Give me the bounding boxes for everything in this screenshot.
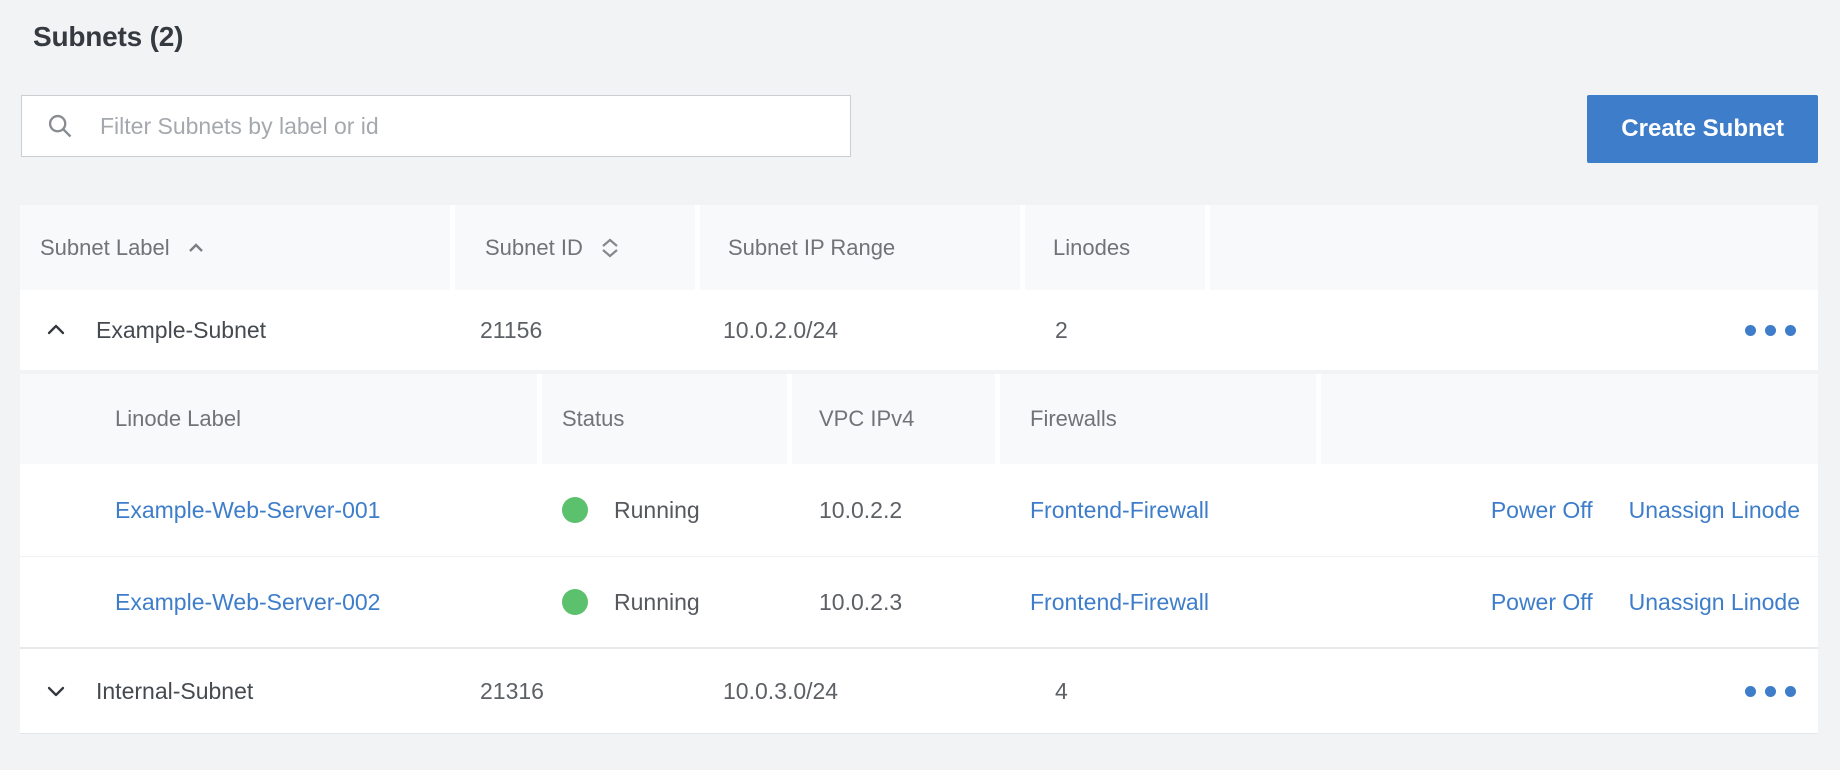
header-firewalls-text: Firewalls: [1030, 406, 1117, 431]
subnet-id-cell: 21316: [455, 649, 695, 733]
header-vpc-ipv4: VPC IPv4: [792, 374, 995, 464]
header-status: Status: [542, 374, 787, 464]
subnet-id-cell: 21156: [455, 290, 695, 370]
linode-vpc-ipv4-cell: 10.0.2.2: [819, 496, 903, 523]
linode-status-cell: Running: [542, 557, 787, 647]
subnet-linode-count-cell: 2: [1025, 290, 1205, 370]
header-subnet-ip-range-text: Subnet IP Range: [728, 234, 896, 260]
header-linode-label: Linode Label: [20, 374, 537, 464]
collapse-subnet-button[interactable]: [44, 318, 68, 342]
header-subnet-id-text: Subnet ID: [485, 234, 583, 260]
firewall-link[interactable]: Frontend-Firewall: [1030, 588, 1209, 615]
sort-ascending-icon: [188, 242, 203, 252]
ellipsis-dot: [1745, 685, 1756, 697]
status-text: Running: [614, 496, 700, 523]
unassign-linode-button[interactable]: Unassign Linode: [1628, 588, 1800, 615]
linode-status-cell: Running: [542, 464, 787, 556]
subnet-ip-range-cell: 10.0.3.0/24: [700, 649, 1020, 733]
subnet-label: Example-Subnet: [96, 316, 267, 343]
linode-label-link[interactable]: Example-Web-Server-002: [115, 588, 381, 615]
linode-firewall-cell: Frontend-Firewall: [1000, 464, 1316, 556]
subnets-table-header: Subnet Label Subnet ID Subnet IP Range L…: [20, 205, 1818, 290]
subnet-linode-count-cell: 4: [1025, 649, 1205, 733]
chevron-down-icon: [47, 686, 65, 697]
ellipsis-dot: [1765, 685, 1776, 697]
power-off-button[interactable]: Power Off: [1490, 496, 1593, 523]
subnet-actions-menu-button[interactable]: [1745, 682, 1796, 701]
header-subnet-label[interactable]: Subnet Label: [20, 205, 450, 290]
header-linodes-text: Linodes: [1053, 234, 1131, 260]
chevron-up-icon: [47, 324, 65, 335]
header-linodes: Linodes: [1025, 205, 1205, 290]
linode-actions-cell: Power Off Unassign Linode: [1321, 557, 1818, 647]
header-firewalls: Firewalls: [1000, 374, 1316, 464]
linode-vpc-ipv4-cell: 10.0.2.3: [819, 588, 903, 615]
linode-actions-cell: Power Off Unassign Linode: [1321, 464, 1818, 556]
subnet-actions-cell: [1210, 290, 1818, 370]
power-off-button[interactable]: Power Off: [1490, 588, 1593, 615]
linode-row-example-web-server-001: Example-Web-Server-001 Running 10.0.2.2 …: [20, 464, 1818, 556]
subnets-page: Subnets (2) Create Subnet Subnet Label S…: [0, 20, 1840, 770]
search-input[interactable]: [100, 96, 850, 156]
linode-label-cell: Example-Web-Server-001: [20, 464, 537, 556]
subnet-label-cell: Example-Subnet: [20, 290, 450, 370]
unassign-linode-button[interactable]: Unassign Linode: [1628, 496, 1800, 523]
subnet-actions-menu-button[interactable]: [1745, 321, 1796, 340]
search-icon: [48, 114, 72, 138]
status-running-icon: [562, 497, 588, 523]
firewall-link[interactable]: Frontend-Firewall: [1030, 496, 1209, 523]
linode-row-example-web-server-002: Example-Web-Server-002 Running 10.0.2.3 …: [20, 556, 1818, 648]
toolbar: Create Subnet: [21, 95, 1818, 163]
status-text: Running: [614, 588, 700, 615]
subnet-label: Internal-Subnet: [96, 677, 254, 704]
linode-firewall-cell: Frontend-Firewall: [1000, 557, 1316, 647]
search-box[interactable]: [21, 95, 851, 157]
ellipsis-dot: [1745, 324, 1756, 336]
header-subnet-label-text: Subnet Label: [40, 234, 170, 260]
ellipsis-dot: [1765, 324, 1776, 336]
page-title: Subnets (2): [33, 21, 184, 52]
header-linode-label-text: Linode Label: [115, 406, 242, 431]
subnet-ip-range-cell: 10.0.2.0/24: [700, 290, 1020, 370]
header-vpc-ipv4-text: VPC IPv4: [819, 406, 915, 431]
linode-label-link[interactable]: Example-Web-Server-001: [115, 496, 381, 523]
subnet-linodes-table: Linode Label Status VPC IPv4 Firewalls E…: [20, 374, 1818, 648]
header-subnet-ip-range: Subnet IP Range: [700, 205, 1020, 290]
status-running-icon: [562, 589, 588, 615]
header-subnet-id[interactable]: Subnet ID: [455, 205, 695, 290]
subnet-actions-cell: [1210, 649, 1818, 733]
expand-subnet-button[interactable]: [44, 679, 68, 703]
subnet-label-cell: Internal-Subnet: [20, 649, 450, 733]
header-actions-spacer: [1210, 205, 1818, 290]
sort-both-icon: [602, 238, 618, 257]
linode-label-cell: Example-Web-Server-002: [20, 557, 537, 647]
header-status-text: Status: [562, 406, 625, 431]
ellipsis-dot: [1785, 685, 1796, 697]
subnets-table: Subnet Label Subnet ID Subnet IP Range L…: [20, 205, 1818, 734]
create-subnet-button[interactable]: Create Subnet: [1587, 95, 1818, 163]
linodes-table-header: Linode Label Status VPC IPv4 Firewalls: [20, 374, 1818, 464]
subnet-row-example-subnet: Example-Subnet 21156 10.0.2.0/24 2: [20, 290, 1818, 370]
ellipsis-dot: [1785, 324, 1796, 336]
header-linode-actions-spacer: [1321, 374, 1818, 464]
subnet-row-internal-subnet: Internal-Subnet 21316 10.0.3.0/24 4: [20, 648, 1818, 734]
